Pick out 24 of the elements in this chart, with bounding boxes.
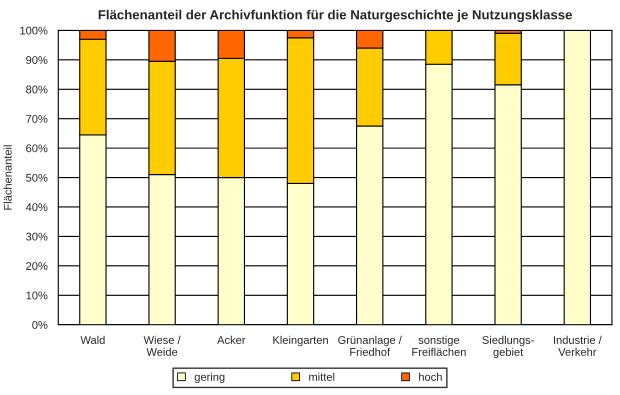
chart-title: Flächenanteil der Archivfunktion für die Naturgeschichte je Nutzungsklasse [98, 10, 572, 22]
x-tick-label: Industrie / Verkehr [554, 336, 602, 356]
y-tick-label: 50% [26, 174, 48, 182]
y-tick-label: 20% [26, 262, 48, 270]
x-tick-label: sonstige Freiflächen [412, 336, 466, 356]
legend-label: gering [194, 372, 224, 384]
x-tick-label: Wiese / Weide [144, 336, 181, 356]
y-tick-label: 30% [26, 232, 48, 241]
y-tick-label: 40% [26, 203, 48, 212]
y-tick-label: 80% [26, 86, 48, 94]
y-axis-title: Flächenanteil [4, 145, 12, 210]
y-tick-label: 10% [26, 292, 48, 300]
y-tick-label: 60% [26, 144, 48, 152]
x-tick-label: Wald [80, 336, 105, 344]
y-tick-label: 90% [26, 56, 48, 64]
x-tick-label: Grünanlage / Friedhof [338, 336, 402, 356]
y-tick-label: 70% [26, 114, 48, 123]
legend-label: mittel [309, 372, 334, 381]
x-tick-label: Kleingarten [273, 336, 328, 346]
x-tick-label: Acker [217, 336, 246, 344]
x-tick-label: Siedlungs- gebiet [482, 336, 534, 358]
y-tick-label: 0% [32, 320, 48, 329]
y-tick-label: 100% [20, 26, 48, 35]
legend-label: hoch [419, 372, 442, 381]
